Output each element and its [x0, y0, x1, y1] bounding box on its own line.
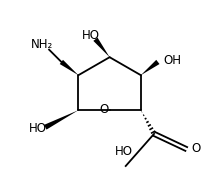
Polygon shape: [44, 110, 78, 130]
Polygon shape: [141, 60, 159, 75]
Polygon shape: [93, 38, 110, 57]
Text: NH₂: NH₂: [30, 38, 53, 51]
Polygon shape: [60, 60, 78, 75]
Text: HO: HO: [29, 122, 47, 135]
Text: HO: HO: [115, 146, 133, 158]
Text: O: O: [99, 103, 109, 116]
Text: O: O: [191, 142, 200, 155]
Text: HO: HO: [82, 29, 100, 42]
Text: OH: OH: [164, 54, 181, 67]
